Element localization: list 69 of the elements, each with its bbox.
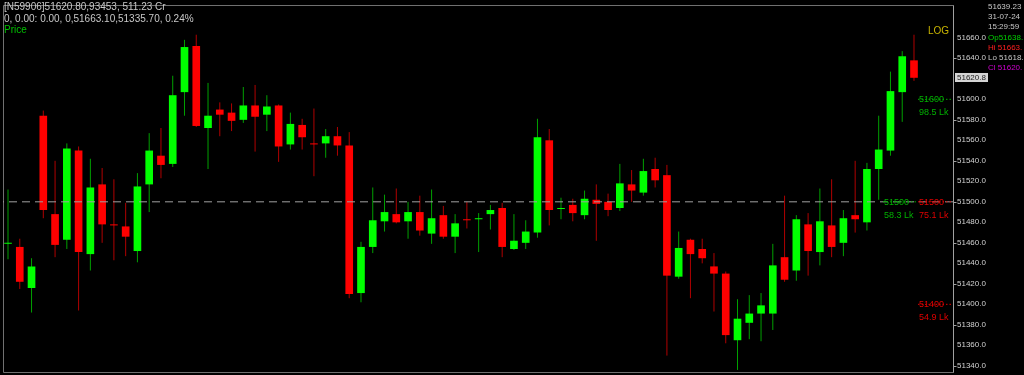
text: 31-07-24	[988, 12, 1021, 22]
candlestick	[215, 101, 224, 137]
ref-line-label: 51500 75.1 Lk	[919, 196, 950, 220]
y-tick-label: 51660.0	[957, 32, 987, 42]
text: 0, 0.00: 0.00, 0,51663.10,51335.70, 0.24%	[4, 13, 194, 24]
y-tick-label: 51520.0	[957, 176, 987, 186]
y-tick-label: 51580.0	[957, 114, 987, 124]
candlestick	[604, 193, 612, 217]
y-tick-label: 51500.0	[957, 196, 987, 206]
text: 51620.8	[955, 73, 988, 82]
y-tick-label: 51440.0	[957, 258, 987, 268]
candlestick	[321, 128, 330, 159]
candlestick	[110, 178, 118, 261]
candlestick	[263, 94, 271, 132]
candlestick	[710, 252, 718, 313]
text: Hi 51663.	[988, 42, 1023, 52]
candlestick	[4, 189, 12, 260]
candlestick	[827, 178, 836, 258]
y-tick-label: 51420.0	[957, 278, 987, 288]
text: Cl 51620.	[988, 63, 1023, 73]
candlestick	[639, 158, 648, 197]
y-tick-label: 51540.0	[957, 155, 987, 165]
y-tick-label: 51360.0	[957, 340, 987, 350]
candlestick	[439, 205, 448, 240]
candlestick	[121, 202, 130, 257]
candlestick	[427, 189, 436, 245]
candlestick	[910, 34, 918, 82]
candlestick	[251, 84, 259, 153]
text: Op51638.	[988, 32, 1024, 42]
y-tick-label: 51460.0	[957, 237, 987, 247]
text: 15:29:59	[988, 22, 1020, 32]
y-axis-title: Price	[4, 24, 27, 35]
ref-line-label: 51400 54.9 Lk	[919, 299, 950, 323]
y-tick-label: 51340.0	[957, 360, 987, 370]
y-tick-label: 51380.0	[957, 319, 987, 329]
ref-line-label: 51600 98.5 Lk	[919, 94, 950, 118]
candlestick	[521, 219, 530, 250]
candlestick	[415, 195, 424, 237]
candlestick	[392, 188, 401, 224]
text: LOG	[928, 25, 950, 36]
candlestick	[204, 82, 212, 170]
candlestick	[510, 213, 518, 251]
text: Lo 51618.	[988, 53, 1024, 62]
candlestick	[239, 86, 248, 124]
y-tick-label: 51640.0	[957, 53, 987, 63]
candlestick	[568, 198, 577, 222]
candlestick	[651, 157, 659, 188]
text: 51639.23	[988, 2, 1022, 11]
chart-title: [N59906]51620.80,93453, 511.23 Cr	[4, 1, 166, 12]
y-tick-label: 51560.0	[957, 135, 987, 145]
candlestick	[851, 160, 859, 234]
candlestick	[557, 197, 565, 220]
candlestick	[757, 292, 765, 342]
candlestick	[780, 195, 789, 283]
candlestick	[874, 115, 883, 201]
y-tick-label: 51400.0	[957, 299, 987, 309]
candlestick	[745, 294, 754, 340]
candlestick	[404, 201, 412, 240]
candlestick	[298, 118, 306, 151]
y-tick-label: 51600.0	[957, 94, 987, 104]
candlestick	[698, 238, 707, 264]
candlestick	[157, 127, 165, 179]
candlestick	[27, 257, 36, 314]
candlestick	[463, 201, 471, 229]
y-tick-label: 51480.0	[957, 217, 987, 227]
candlestick	[451, 213, 459, 254]
candlestick	[486, 204, 495, 231]
candlestick	[310, 108, 318, 177]
candlestick	[627, 169, 636, 203]
